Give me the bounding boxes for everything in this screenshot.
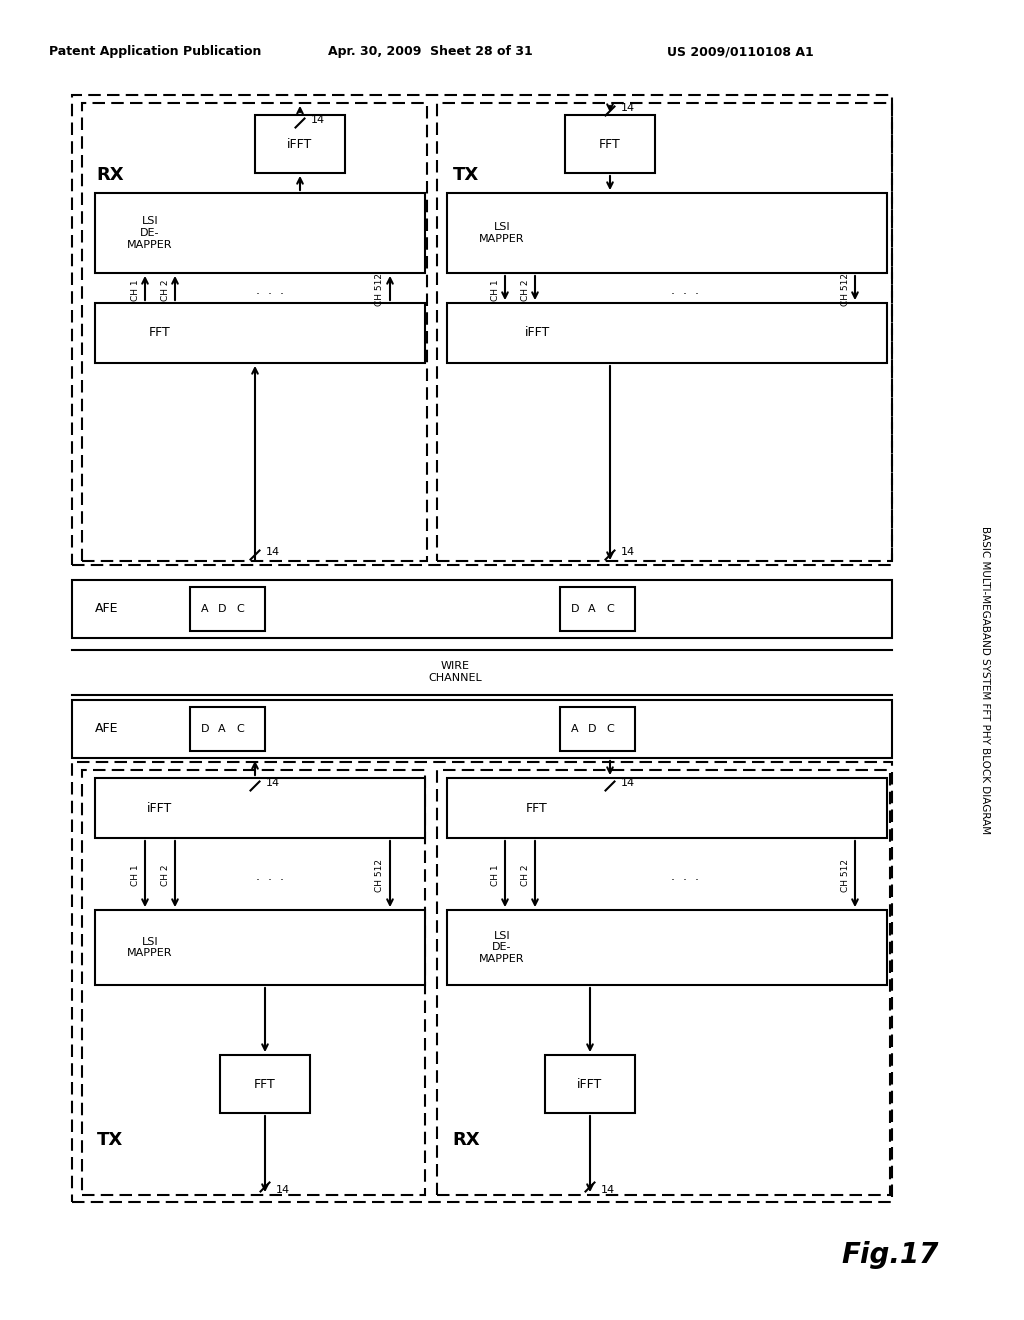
Text: CH 2: CH 2 — [161, 865, 170, 886]
Text: C: C — [606, 723, 613, 734]
Bar — [565, 115, 655, 173]
Text: WIRE
CHANNEL: WIRE CHANNEL — [428, 661, 482, 682]
Bar — [255, 115, 345, 173]
Text: FFT: FFT — [254, 1077, 275, 1090]
Text: Patent Application Publication: Patent Application Publication — [49, 45, 261, 58]
Bar — [72, 762, 892, 1203]
Text: D: D — [201, 723, 209, 734]
Text: iFFT: iFFT — [288, 137, 312, 150]
Bar — [437, 770, 890, 1195]
Text: LSI
DE-
MAPPER: LSI DE- MAPPER — [479, 931, 524, 964]
Text: 14: 14 — [266, 777, 280, 788]
Bar — [447, 193, 887, 273]
Text: CH 1: CH 1 — [490, 280, 500, 301]
Text: iFFT: iFFT — [147, 801, 173, 814]
Bar — [95, 193, 425, 273]
Text: Fig.17: Fig.17 — [842, 1241, 939, 1269]
Text: AFE: AFE — [95, 722, 119, 735]
Text: CH 1: CH 1 — [130, 865, 139, 886]
Text: CH 1: CH 1 — [130, 280, 139, 301]
Bar — [190, 708, 265, 751]
Bar — [95, 909, 425, 985]
Text: D: D — [588, 723, 596, 734]
Text: 14: 14 — [621, 777, 635, 788]
Text: .  .  .: . . . — [256, 870, 284, 883]
Text: .  .  .: . . . — [256, 284, 284, 297]
Text: C: C — [237, 605, 244, 614]
Text: FFT: FFT — [526, 801, 548, 814]
Text: CH 2: CH 2 — [520, 280, 529, 301]
Bar — [447, 304, 887, 363]
Text: RX: RX — [96, 166, 124, 183]
Text: LSI
MAPPER: LSI MAPPER — [479, 222, 524, 244]
Text: iFFT: iFFT — [524, 326, 550, 339]
Text: LSI
MAPPER: LSI MAPPER — [127, 937, 173, 958]
Text: FFT: FFT — [150, 326, 171, 339]
Bar — [190, 587, 265, 631]
Text: CH 512: CH 512 — [376, 273, 384, 306]
Text: D: D — [218, 605, 226, 614]
Text: 14: 14 — [311, 115, 325, 125]
Text: A: A — [588, 605, 596, 614]
Bar — [95, 777, 425, 838]
Text: A: A — [571, 723, 579, 734]
Text: D: D — [570, 605, 580, 614]
Text: RX: RX — [453, 1131, 480, 1148]
Bar — [560, 708, 635, 751]
Text: FFT: FFT — [599, 137, 621, 150]
Text: A: A — [218, 723, 226, 734]
Text: 14: 14 — [621, 546, 635, 557]
Text: .  .  .: . . . — [671, 284, 699, 297]
Text: 14: 14 — [601, 1185, 615, 1195]
Text: TX: TX — [453, 166, 479, 183]
Text: US 2009/0110108 A1: US 2009/0110108 A1 — [667, 45, 813, 58]
Bar — [437, 103, 892, 561]
Text: 14: 14 — [266, 546, 280, 557]
Bar — [560, 587, 635, 631]
Text: CH 512: CH 512 — [841, 858, 850, 891]
Text: A: A — [201, 605, 209, 614]
Text: CH 2: CH 2 — [161, 280, 170, 301]
Text: CH 2: CH 2 — [520, 865, 529, 886]
Text: CH 1: CH 1 — [490, 865, 500, 886]
Text: .  .  .: . . . — [671, 870, 699, 883]
Text: TX: TX — [97, 1131, 123, 1148]
Bar — [82, 103, 427, 561]
Text: AFE: AFE — [95, 602, 119, 615]
Text: C: C — [606, 605, 613, 614]
Bar — [82, 770, 425, 1195]
Text: LSI
DE-
MAPPER: LSI DE- MAPPER — [127, 216, 173, 249]
Bar — [447, 909, 887, 985]
Text: 14: 14 — [621, 103, 635, 114]
Text: CH 512: CH 512 — [841, 273, 850, 306]
Bar — [72, 95, 892, 565]
Bar — [220, 1055, 310, 1113]
Bar — [545, 1055, 635, 1113]
Text: iFFT: iFFT — [578, 1077, 603, 1090]
Text: BASIC MULTI-MEGABAND SYSTEM FFT PHY BLOCK DIAGRAM: BASIC MULTI-MEGABAND SYSTEM FFT PHY BLOC… — [980, 525, 990, 834]
Text: 14: 14 — [275, 1185, 290, 1195]
Bar — [447, 777, 887, 838]
Text: C: C — [237, 723, 244, 734]
Text: CH 512: CH 512 — [376, 858, 384, 891]
Text: Apr. 30, 2009  Sheet 28 of 31: Apr. 30, 2009 Sheet 28 of 31 — [328, 45, 532, 58]
Bar — [72, 579, 892, 638]
Bar — [95, 304, 425, 363]
Bar — [72, 700, 892, 758]
